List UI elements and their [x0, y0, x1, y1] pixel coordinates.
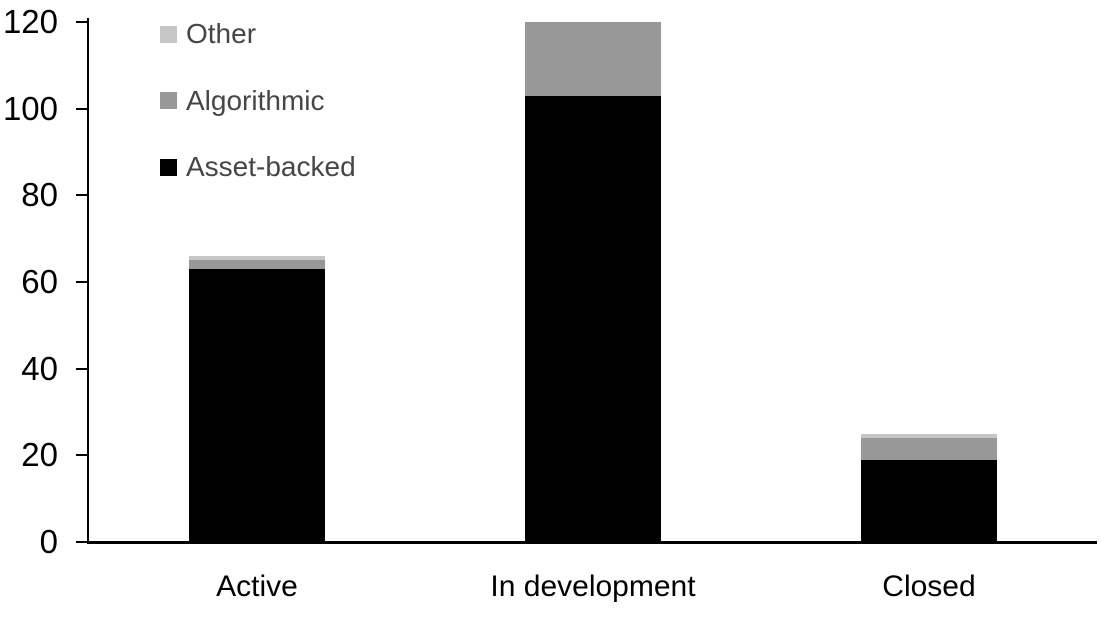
- y-tick-mark-120: [76, 21, 87, 23]
- y-tick-mark-60: [76, 281, 87, 283]
- bar-segment-active-asset-backed: [189, 269, 325, 542]
- y-axis-line: [87, 18, 89, 544]
- y-tick-mark-20: [76, 454, 87, 457]
- y-tick-mark-100: [76, 107, 87, 110]
- x-axis-line: [87, 541, 1097, 544]
- bar-segment-in-development-asset-backed: [525, 95, 661, 542]
- legend-swatch-other: [160, 25, 177, 43]
- legend-swatch-asset-backed: [160, 158, 177, 176]
- bar-segment-closed-algorithmic: [861, 438, 997, 460]
- legend-label-other: Other: [186, 18, 257, 49]
- y-tick-label-0: 0: [39, 523, 58, 560]
- legend-item-other: Other: [160, 17, 256, 51]
- legend-label-asset-backed: Asset-backed: [186, 151, 356, 182]
- y-tick-mark-80: [76, 194, 87, 197]
- legend-swatch-algorithmic: [160, 92, 177, 109]
- legend-item-asset-backed: Asset-backed: [160, 150, 356, 184]
- y-tick-label-120: 120: [2, 3, 58, 40]
- legend-label-algorithmic: Algorithmic: [186, 84, 325, 116]
- y-tick-label-20: 20: [21, 436, 58, 474]
- bar-segment-closed-other: [861, 433, 997, 438]
- y-tick-label-80: 80: [21, 176, 58, 214]
- bar-segment-in-development-algorithmic: [525, 22, 661, 96]
- y-tick-mark-40: [76, 367, 87, 370]
- bar-segment-closed-asset-backed: [861, 459, 997, 542]
- y-tick-label-40: 40: [21, 349, 58, 387]
- x-category-label-in-development: In development: [490, 570, 696, 603]
- bar-segment-active-other: [189, 256, 325, 261]
- y-tick-mark-0: [76, 541, 87, 543]
- y-tick-label-100: 100: [2, 89, 58, 127]
- legend-item-algorithmic: Algorithmic: [160, 84, 324, 118]
- x-category-label-active: Active: [216, 570, 298, 603]
- x-category-label-closed: Closed: [882, 570, 976, 603]
- y-tick-label-60: 60: [21, 263, 58, 300]
- bar-segment-active-algorithmic: [189, 260, 325, 269]
